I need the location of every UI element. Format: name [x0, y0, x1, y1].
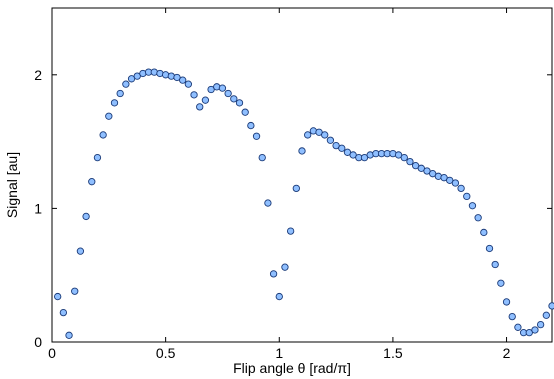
data-point	[508, 312, 516, 321]
plot-frame	[51, 7, 553, 343]
data-point	[531, 326, 539, 334]
data-point	[451, 179, 460, 187]
data-point	[548, 302, 554, 310]
data-point	[514, 323, 522, 331]
data-point	[269, 270, 278, 278]
data-point	[468, 202, 477, 210]
data-point	[218, 84, 227, 92]
data-point	[93, 153, 102, 162]
data-point	[304, 131, 312, 139]
data-point	[116, 89, 124, 98]
x-tick-label: 0.5	[156, 345, 176, 361]
data-point	[201, 96, 210, 104]
data-point	[82, 212, 90, 221]
data-point	[264, 199, 272, 207]
data-point	[196, 103, 204, 111]
data-point	[321, 131, 329, 139]
axis-ticks: 0 0.5 1 1.5 2 0 1 2	[34, 8, 552, 361]
data-point	[252, 132, 261, 140]
data-point	[110, 99, 119, 107]
data-point	[480, 228, 488, 237]
x-tick-label: 2	[503, 345, 511, 361]
data-point	[76, 247, 85, 255]
data-point	[275, 292, 283, 301]
data-point	[400, 153, 408, 162]
data-point	[65, 331, 73, 339]
x-tick-label: 1	[275, 345, 283, 361]
y-tick-label: 2	[34, 67, 42, 83]
y-tick-label: 1	[34, 200, 42, 216]
data-point	[326, 136, 335, 144]
x-tick-label: 0	[48, 345, 56, 361]
data-point	[474, 214, 482, 222]
data-point	[99, 131, 107, 139]
data-point	[190, 91, 198, 99]
data-point	[485, 244, 494, 253]
data-point	[502, 298, 511, 306]
data-point	[298, 147, 306, 155]
data-point	[247, 121, 255, 130]
data-point	[258, 153, 266, 162]
data-point	[406, 157, 414, 166]
data-point	[542, 311, 550, 319]
data-point	[230, 95, 238, 103]
data-point	[184, 80, 193, 88]
data-point	[286, 227, 295, 235]
data-point	[224, 89, 232, 98]
data-point	[292, 184, 300, 193]
data-point	[235, 99, 244, 107]
data-point	[88, 178, 96, 186]
data-point	[105, 112, 113, 120]
data-point	[457, 184, 465, 193]
data-point	[71, 287, 79, 295]
data-points	[54, 68, 554, 339]
data-point	[122, 80, 130, 88]
data-point	[54, 292, 62, 301]
data-point	[241, 108, 249, 116]
data-point	[491, 260, 499, 269]
data-point	[179, 76, 187, 84]
x-axis-label: Flip angle θ [rad/π]	[233, 360, 351, 376]
data-point	[59, 308, 68, 317]
data-point	[497, 279, 505, 287]
y-tick-label: 0	[34, 334, 42, 350]
data-point	[338, 144, 346, 152]
y-axis-label: Signal [au]	[4, 152, 20, 218]
data-point	[463, 192, 471, 201]
data-point	[281, 263, 289, 271]
data-point	[536, 320, 545, 329]
x-tick-label: 1.5	[383, 345, 403, 361]
